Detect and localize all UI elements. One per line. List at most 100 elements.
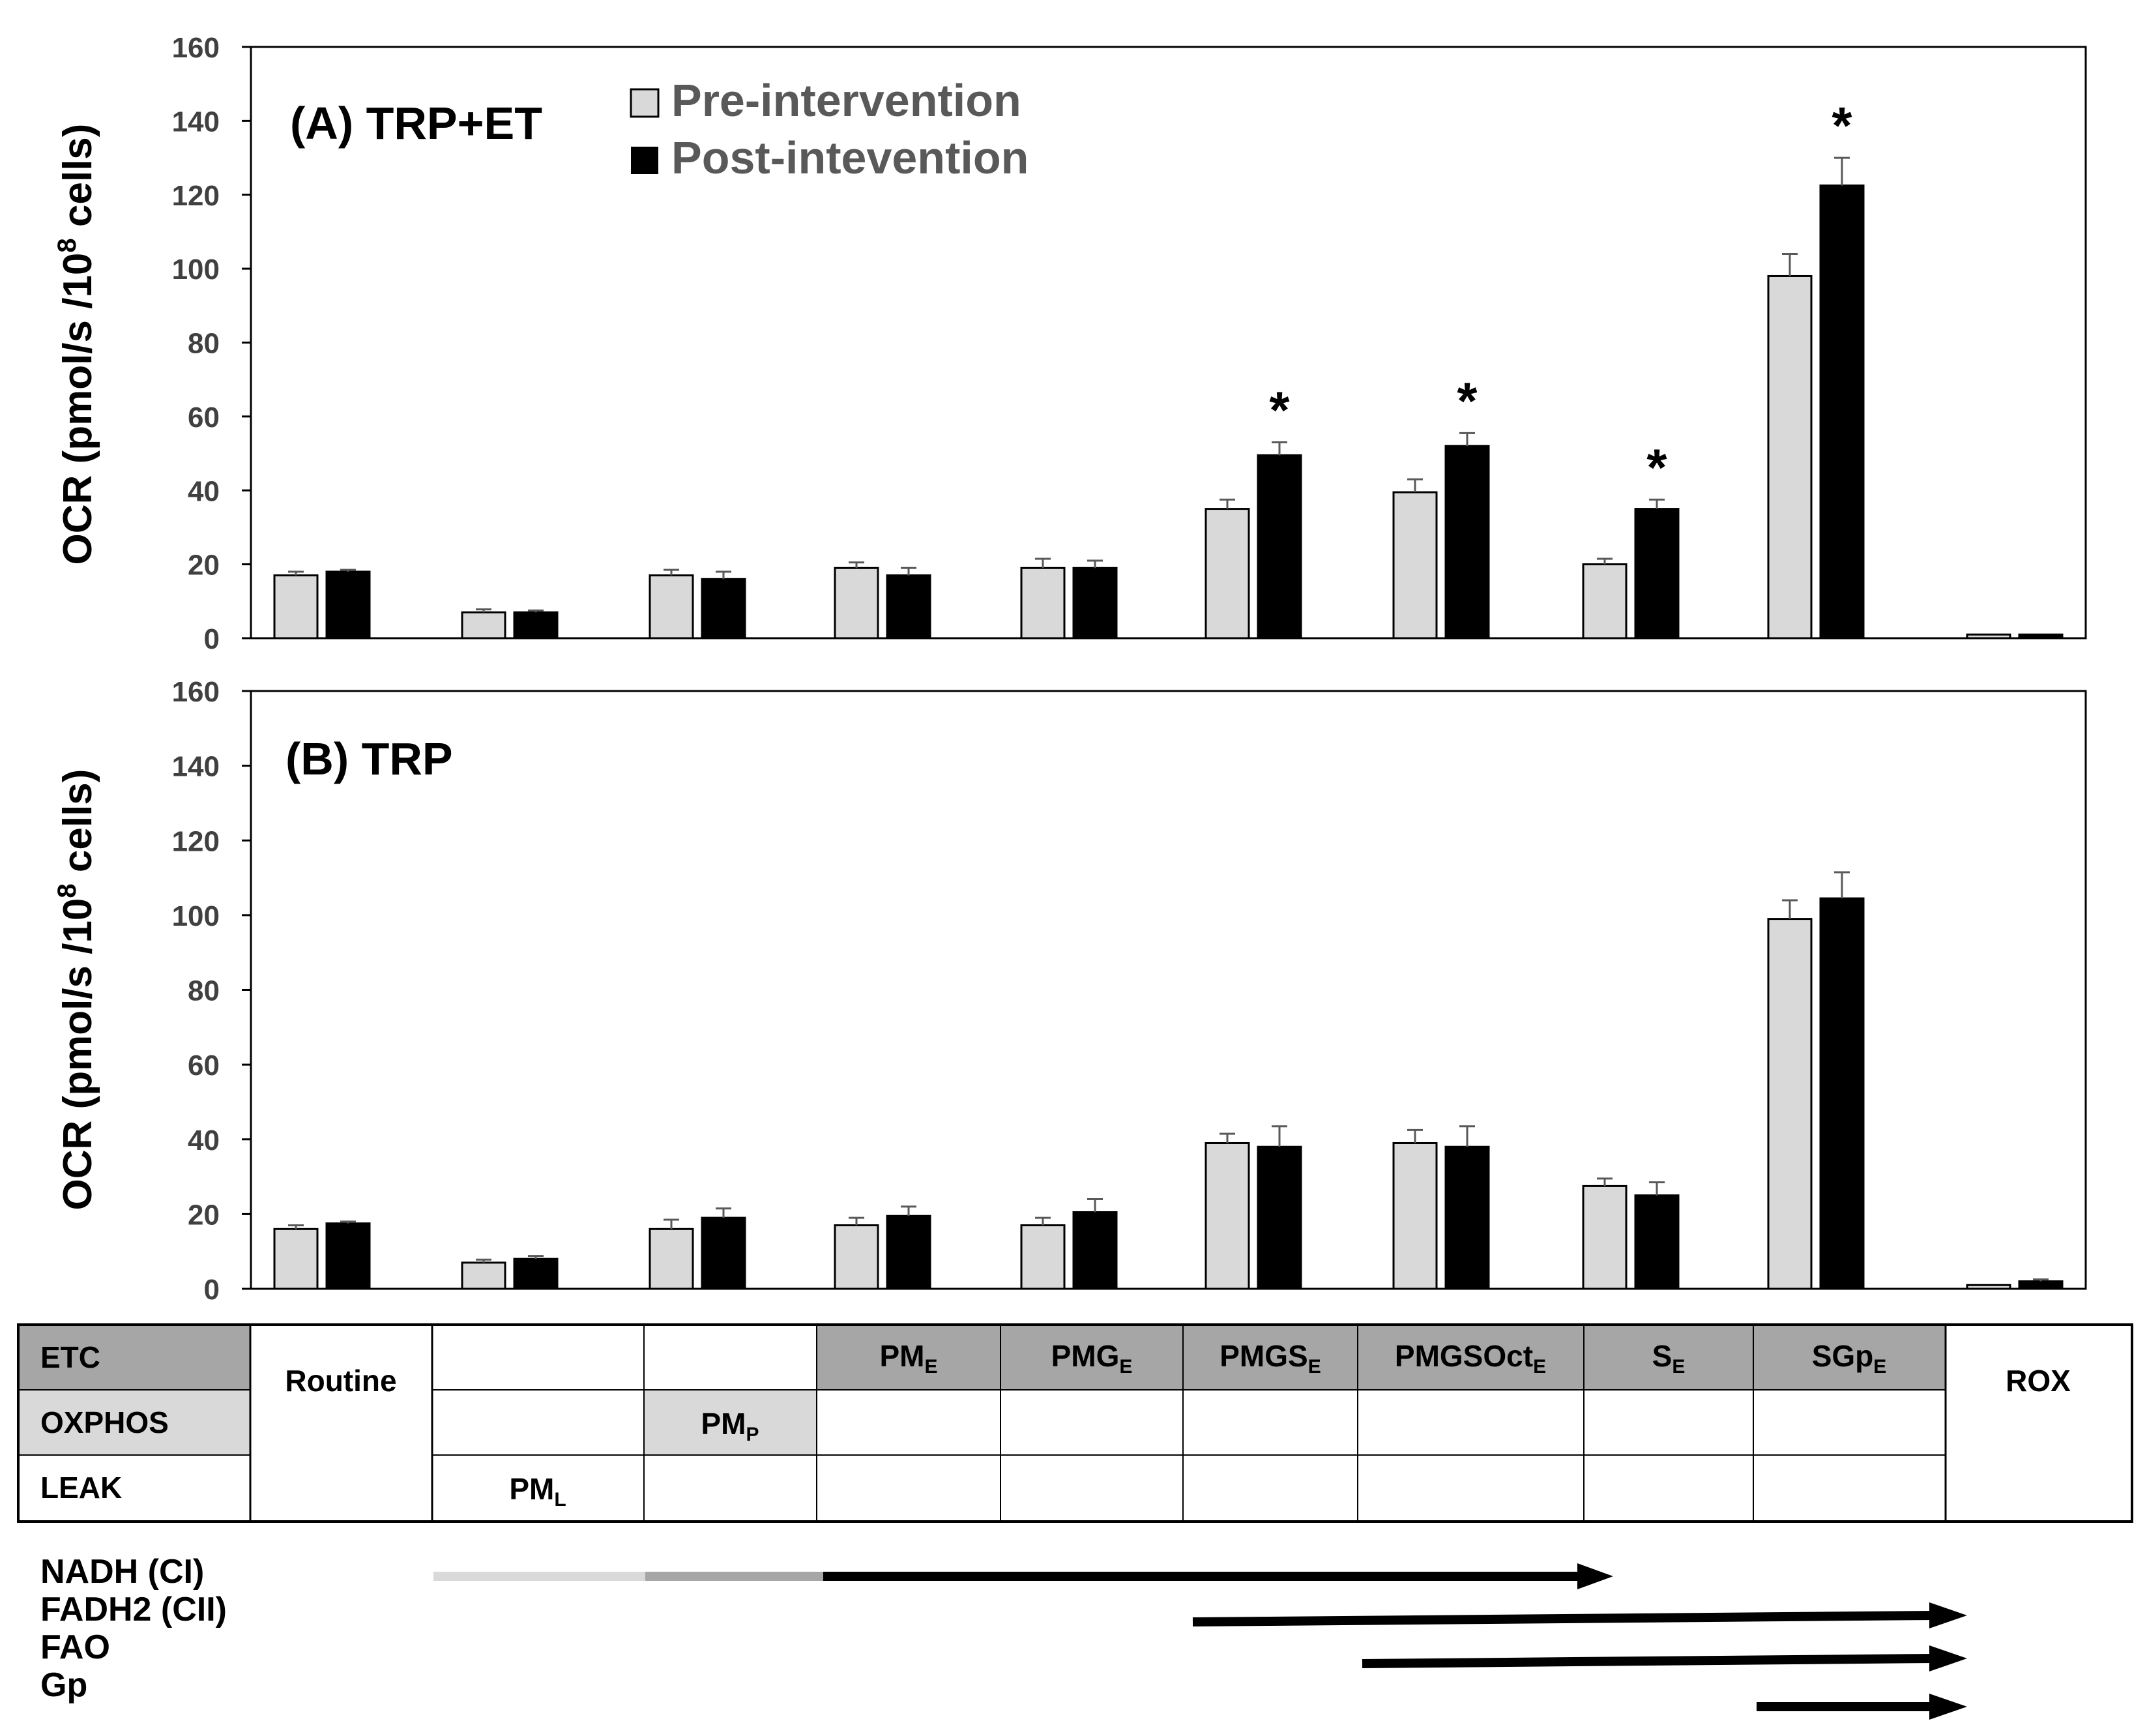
panel-b-y-tick-label: 100 xyxy=(172,900,220,932)
panel-a-bar-pre-pme xyxy=(834,566,879,640)
panel-a-bar-pre-se xyxy=(1582,563,1628,640)
pathways: NADH (CI) FADH2 (CII) FAO Gp xyxy=(40,1553,1967,1720)
panel-b-bar-post-pmp xyxy=(701,1216,746,1290)
panel-a-bar-post-pmgse xyxy=(1257,454,1302,640)
panel-a-significance-marker: * xyxy=(1457,372,1478,430)
cell-etc-pmgse: PMGSE xyxy=(1220,1339,1321,1377)
panel-b-bar-post-pmge xyxy=(1072,1211,1118,1290)
panel-b-y-tick-label: 120 xyxy=(172,825,220,857)
etc-cells-bg xyxy=(817,1325,1946,1390)
table-border xyxy=(17,1323,2133,1523)
panel-a: (A) TRP+ET Pre-intervention Post-inteven… xyxy=(53,32,2087,655)
panel-b-bar-pre-pme xyxy=(834,1224,879,1290)
legend-pre-swatch xyxy=(630,88,660,118)
panel-b-bar-post-pme xyxy=(886,1214,931,1290)
fadh2-arrow xyxy=(1192,1611,1935,1626)
panel-b-bar-pre-se xyxy=(1582,1184,1628,1290)
panel-a-bar-pre-routine xyxy=(273,574,319,640)
panel-b-y-tick-label: 140 xyxy=(172,751,220,783)
cell-etc-pmgsocte: PMGSOctE xyxy=(1395,1339,1546,1377)
legend-pre-label: Pre-intervention xyxy=(671,75,1021,126)
cell-rox: ROX xyxy=(2006,1364,2071,1398)
panel-b-bar-post-pmgsocte xyxy=(1444,1145,1490,1290)
panel-b-bar-pre-pml xyxy=(461,1261,506,1290)
panel-a-bar-pre-rox xyxy=(1966,633,2011,640)
panel-a-bar-post-se xyxy=(1634,508,1680,640)
etc-row-header-bg xyxy=(18,1325,250,1390)
pathway-gp: Gp xyxy=(40,1666,87,1704)
cell-oxphos-pmp: PMP xyxy=(701,1407,759,1445)
legend-post-swatch xyxy=(631,147,658,174)
cell-leak-pml: PML xyxy=(509,1472,566,1510)
panel-a-bar-post-routine xyxy=(325,570,371,640)
cell-etc-sgpe: SGpE xyxy=(1812,1339,1887,1377)
panel-a-significance-marker: * xyxy=(1646,438,1667,496)
oxphos-row-header-bg xyxy=(18,1390,250,1455)
panel-b-bar-pre-rox xyxy=(1966,1284,2011,1290)
panel-a-bar-post-pmp xyxy=(701,578,746,640)
panel-b-bar-pre-pmgse xyxy=(1205,1141,1250,1290)
panel-b-y-tick-label: 60 xyxy=(188,1050,220,1081)
panel-b-y-axis-label: OCR (pmol/s /108 cells) xyxy=(53,769,100,1211)
panel-b-bar-post-sgpe xyxy=(1819,897,1865,1290)
panel-a-bar-post-pmge xyxy=(1072,566,1118,640)
panel-b-bar-post-routine xyxy=(325,1222,371,1290)
panel-b-bar-post-se xyxy=(1634,1194,1680,1290)
panel-b-bar-pre-sgpe xyxy=(1767,918,1813,1290)
panel-b-bar-pre-pmp xyxy=(649,1228,694,1290)
panel-b-y-tick-label: 160 xyxy=(172,676,220,708)
panel-b-bar-pre-routine xyxy=(273,1228,319,1290)
panel-b-y-tick-label: 20 xyxy=(188,1199,220,1231)
fao-arrow xyxy=(1362,1654,1935,1668)
panel-b-y-tick-label: 80 xyxy=(188,975,220,1007)
panel-a-bar-pre-pmp xyxy=(649,574,694,640)
panel-a-bar-post-pmgsocte xyxy=(1444,445,1490,640)
panel-a-y-tick-label: 80 xyxy=(188,328,220,360)
panel-a-bar-post-sgpe xyxy=(1819,184,1865,640)
panel-a-y-tick-label: 0 xyxy=(204,623,220,655)
panel-a-y-tick-label: 40 xyxy=(188,475,220,507)
fadh2-arrow-head xyxy=(1929,1602,1967,1628)
panel-b-bar-post-pmgse xyxy=(1257,1145,1302,1290)
fao-arrow-head xyxy=(1929,1645,1967,1671)
cell-etc-pme: PME xyxy=(879,1339,937,1377)
panel-a-y-tick-label: 120 xyxy=(172,180,220,212)
panel-a-significance-marker: * xyxy=(1269,381,1290,439)
panel-b-bar-pre-pmge xyxy=(1020,1224,1066,1290)
panel-a-y-tick-label: 20 xyxy=(188,550,220,581)
nadh-arrow-head xyxy=(1577,1563,1613,1589)
legend: Pre-intervention Post-intevention xyxy=(630,75,1029,183)
row-label-etc: ETC xyxy=(40,1340,100,1374)
panel-b-bar-pre-pmgsocte xyxy=(1392,1141,1438,1290)
panel-b-bar-post-rox xyxy=(2018,1280,2064,1290)
panel-a-y-tick-label: 60 xyxy=(188,402,220,434)
protocol-table: ETC OXPHOS LEAK Routine ROX PME PMGE PMG… xyxy=(17,1323,2133,1523)
panel-a-bar-pre-pml xyxy=(461,611,506,640)
panel-a-bar-post-pme xyxy=(886,574,931,640)
panel-a-bar-post-pml xyxy=(513,611,559,640)
panel-a-y-axis-label: OCR (pmol/s /108 cells) xyxy=(53,124,100,565)
cell-etc-pmge: PMGE xyxy=(1051,1339,1133,1377)
panel-a-bar-pre-pmgse xyxy=(1205,508,1250,640)
panel-a-bar-post-rox xyxy=(2018,633,2064,640)
oxphos-pmp-bg xyxy=(644,1390,817,1455)
panel-a-y-tick-label: 160 xyxy=(172,32,220,64)
row-label-oxphos: OXPHOS xyxy=(40,1405,169,1439)
pathway-fao: FAO xyxy=(40,1628,110,1666)
gp-arrow-head xyxy=(1929,1694,1967,1720)
cell-routine: Routine xyxy=(285,1364,396,1398)
panel-a-bar-pre-pmge xyxy=(1020,566,1066,640)
cell-etc-se: SE xyxy=(1652,1339,1686,1377)
legend-post-label: Post-intevention xyxy=(671,132,1029,183)
panel-a-label: (A) TRP+ET xyxy=(290,98,542,149)
panel-a-y-tick-label: 140 xyxy=(172,106,220,138)
panel-a-bar-pre-pmgsocte xyxy=(1392,491,1438,640)
pathway-nadh: NADH (CI) xyxy=(40,1553,204,1591)
panel-b-bar-post-pml xyxy=(513,1258,559,1290)
panel-b-label: (B) TRP xyxy=(285,733,453,784)
panel-b-y-tick-label: 40 xyxy=(188,1125,220,1156)
pathway-fadh2: FADH2 (CII) xyxy=(40,1591,227,1628)
panel-b-y-tick-label: 0 xyxy=(204,1274,220,1306)
panel-a-bar-pre-sgpe xyxy=(1767,274,1813,640)
